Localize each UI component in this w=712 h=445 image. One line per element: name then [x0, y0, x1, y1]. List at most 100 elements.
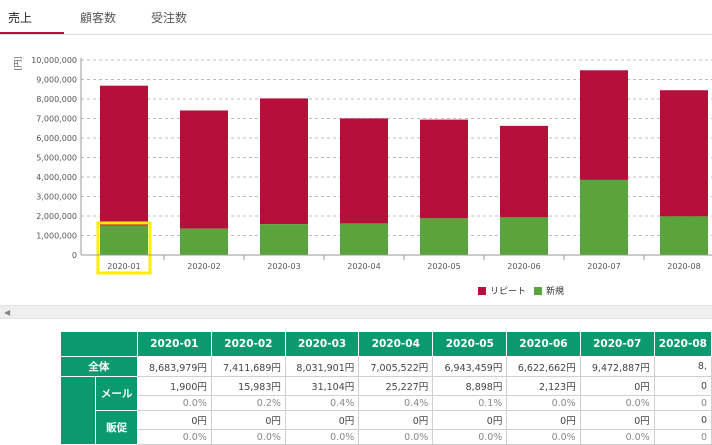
bar-new: [500, 217, 548, 255]
highlight-box: [96, 221, 152, 275]
y-tick-label: 6,000,000: [36, 134, 77, 143]
amount-cell: 0円: [579, 410, 655, 430]
bar-repeat: [420, 119, 468, 219]
amount-cell: 0円: [432, 410, 508, 430]
total-cell: 6,622,662円: [506, 356, 581, 377]
total-cell: 7,411,689円: [210, 356, 286, 377]
total-cell: 7,005,522円: [358, 356, 434, 377]
row-label-mail: メール: [95, 376, 138, 411]
bar-new: [340, 223, 388, 255]
x-tick-label: 2020-03: [267, 262, 300, 271]
y-tick-label: 0: [72, 251, 77, 260]
column-header: 2020-01: [136, 331, 212, 357]
percent-cell: 0.0%: [136, 429, 212, 445]
percent-cell: 0.4%: [284, 395, 360, 411]
x-tick-label: 2020-07: [587, 262, 620, 271]
x-tick-label: 2020-05: [427, 262, 460, 271]
legend-label-repeat: リピート: [490, 287, 527, 297]
x-tick-label: 2020-04: [347, 262, 380, 271]
percent-cell: 0.4%: [358, 395, 434, 411]
total-cell: 9,472,887円: [579, 356, 655, 377]
y-tick-label: 4,000,000: [36, 173, 77, 182]
percent-cell: 0.0%: [284, 429, 360, 445]
percent-cell: 0.0%: [358, 429, 434, 445]
bar-repeat: [660, 90, 708, 217]
report-tabs: 売上 顧客数 受注数: [0, 0, 712, 35]
row-group-spacer: [59, 376, 97, 445]
y-tick-label: 10,000,000: [31, 56, 77, 65]
legend-item-new[interactable]: 新規: [534, 284, 564, 297]
legend-label-new: 新規: [546, 287, 565, 297]
amount-cell: 15,983円: [210, 376, 286, 396]
percent-cell: 0.0%: [432, 429, 508, 445]
x-tick-label: 2020-02: [187, 262, 220, 271]
bar-new: [580, 179, 628, 255]
y-tick-label: 9,000,000: [36, 76, 77, 85]
amount-cell: 2,123円: [506, 376, 581, 396]
amount-cell: 0円: [210, 410, 286, 430]
bar-new: [180, 228, 228, 255]
bar-repeat: [180, 110, 228, 229]
amount-cell: 1,900円: [136, 376, 212, 396]
active-tab-indicator: [0, 32, 64, 34]
table-row-mail-amount: メール 1,900円 15,983円 31,104円 25,227円 8,898…: [59, 376, 712, 445]
bar-repeat: [580, 70, 628, 180]
y-tick-label: 7,000,000: [36, 115, 77, 124]
legend-swatch-new: [534, 286, 543, 295]
column-header: 2020-02: [210, 331, 286, 357]
legend-item-repeat[interactable]: リピート: [478, 284, 526, 297]
y-tick-label: 2,000,000: [36, 212, 77, 221]
table-row-mail-percent: 0.0% 0.2% 0.4% 0.4% 0.1% 0.0% 0.0% 0: [61, 395, 712, 411]
table-row-promo-amount: 販促 0円 0円 0円 0円 0円 0円 0円 0: [61, 410, 712, 445]
bar-repeat: [100, 85, 148, 226]
percent-cell: 0.0%: [579, 429, 655, 445]
bar-new: [100, 225, 148, 255]
tab-customers[interactable]: 顧客数: [80, 11, 117, 25]
percent-cell: 0.2%: [210, 395, 286, 411]
bar-repeat: [260, 98, 308, 225]
amount-cell: 0: [653, 410, 712, 430]
percent-cell: 0.1%: [432, 395, 508, 411]
table-header-row: 2020-01 2020-02 2020-03 2020-04 2020-05 …: [60, 331, 712, 357]
amount-cell: 8,898円: [432, 376, 508, 396]
column-header: 2020-05: [432, 331, 508, 357]
total-cell: 8,683,979円: [136, 356, 212, 377]
amount-cell: 0: [653, 376, 712, 396]
legend-swatch-repeat: [478, 286, 486, 295]
x-tick-label: 2020-08: [667, 262, 700, 271]
bar-repeat: [500, 125, 548, 218]
percent-cell: 0.0%: [210, 429, 286, 445]
bar-repeat: [340, 118, 388, 224]
bar-new: [660, 216, 708, 255]
amount-cell: 0円: [284, 410, 360, 430]
x-tick-label: 2020-06: [507, 262, 540, 271]
y-tick-label: 1,000,000: [36, 232, 77, 241]
amount-cell: 31,104円: [284, 376, 360, 396]
column-header: 2020-06: [506, 331, 581, 357]
bar-new: [260, 224, 308, 255]
chart-horizontal-scrollbar[interactable]: ◀: [0, 305, 712, 319]
column-header: 2020-08: [653, 331, 712, 357]
x-tick-label: 2020-01: [107, 262, 140, 271]
amount-cell: 0円: [358, 410, 434, 430]
amount-cell: 0円: [579, 376, 655, 396]
column-header: 2020-03: [284, 331, 360, 357]
chart-legend: リピート 新規: [478, 284, 572, 297]
total-cell: 6,943,459円: [432, 356, 508, 377]
column-header: 2020-07: [579, 331, 655, 357]
table-row-promo-percent: 0.0% 0.0% 0.0% 0.0% 0.0% 0.0% 0.0% 0: [61, 429, 712, 445]
percent-cell: 0: [653, 395, 712, 411]
sales-breakdown-table: 2020-01 2020-02 2020-03 2020-04 2020-05 …: [59, 331, 712, 445]
total-cell: 8,: [653, 356, 712, 377]
percent-cell: 0.0%: [506, 395, 581, 411]
percent-cell: 0: [653, 429, 712, 445]
tab-sales[interactable]: 売上: [8, 11, 33, 25]
table-corner-cell: [60, 331, 138, 357]
tab-orders[interactable]: 受注数: [151, 11, 188, 25]
scroll-left-arrow-icon[interactable]: ◀: [4, 308, 11, 317]
y-tick-label: 5,000,000: [36, 154, 77, 163]
total-cell: 8,031,901円: [284, 356, 360, 377]
amount-cell: 25,227円: [358, 376, 434, 396]
percent-cell: 0.0%: [579, 395, 655, 411]
amount-cell: 0円: [506, 410, 581, 430]
